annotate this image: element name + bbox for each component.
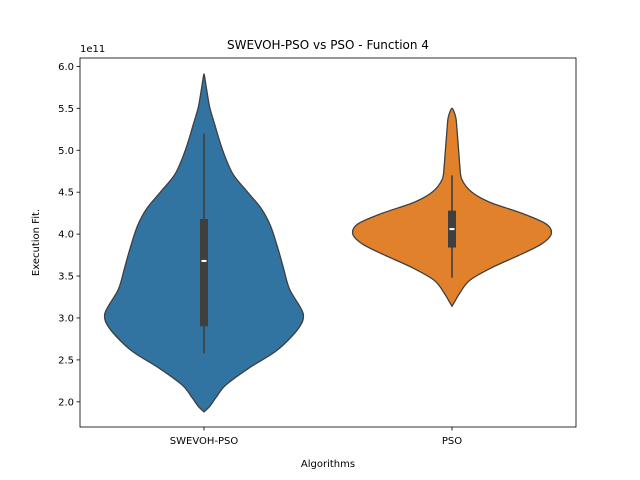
x-tick-label: SWEVOH-PSO bbox=[170, 436, 239, 447]
y-tick-label: 6.0 bbox=[58, 62, 74, 73]
y-offset-label: 1e11 bbox=[80, 44, 105, 55]
y-tick-label: 4.5 bbox=[58, 188, 74, 199]
y-axis: 2.0 2.5 3.0 3.5 4.0 4.5 5.0 5.5 6.0 bbox=[58, 62, 80, 408]
x-axis: SWEVOH-PSO PSO bbox=[170, 427, 462, 447]
y-tick-label: 5.0 bbox=[58, 146, 74, 157]
chart-title: SWEVOH-PSO vs PSO - Function 4 bbox=[227, 38, 429, 52]
y-tick-label: 2.5 bbox=[58, 355, 74, 366]
y-tick-label: 3.0 bbox=[58, 313, 74, 324]
x-axis-label: Algorithms bbox=[301, 459, 355, 470]
y-tick-label: 2.0 bbox=[58, 397, 74, 408]
iqr-box-swevoh-pso bbox=[200, 219, 208, 327]
violins-layer bbox=[103, 73, 553, 413]
x-tick-label: PSO bbox=[442, 436, 462, 447]
y-axis-label: Execution Fit. bbox=[31, 209, 42, 276]
plot-frame bbox=[79, 57, 577, 428]
y-tick-label: 5.5 bbox=[58, 104, 74, 115]
y-tick-label: 3.5 bbox=[58, 272, 74, 283]
y-tick-label: 4.0 bbox=[58, 230, 74, 241]
